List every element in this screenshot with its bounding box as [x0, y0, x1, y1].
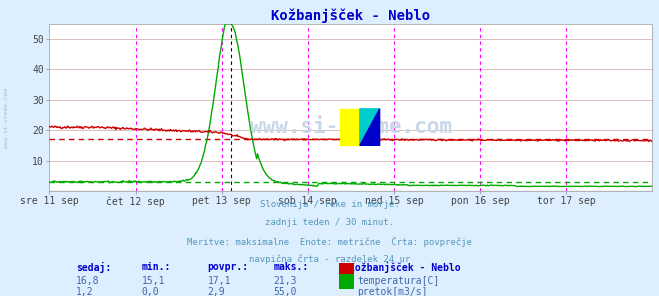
Polygon shape	[360, 109, 380, 145]
Title: Kožbanjšček - Neblo: Kožbanjšček - Neblo	[272, 8, 430, 22]
Bar	[340, 109, 360, 145]
Text: 1,2: 1,2	[76, 287, 94, 296]
Text: 21,3: 21,3	[273, 276, 297, 286]
Text: Meritve: maksimalne  Enote: metrične  Črta: povprečje: Meritve: maksimalne Enote: metrične Črta…	[187, 237, 472, 247]
Text: temperatura[C]: temperatura[C]	[357, 276, 440, 286]
Text: pretok[m3/s]: pretok[m3/s]	[357, 287, 428, 296]
Text: 55,0: 55,0	[273, 287, 297, 296]
Text: 2,9: 2,9	[208, 287, 225, 296]
Text: 16,8: 16,8	[76, 276, 100, 286]
Text: zadnji teden / 30 minut.: zadnji teden / 30 minut.	[265, 218, 394, 227]
Text: navpična črta - razdelek 24 ur: navpična črta - razdelek 24 ur	[249, 255, 410, 264]
Text: povpr.:: povpr.:	[208, 262, 248, 272]
Text: 17,1: 17,1	[208, 276, 231, 286]
Text: 15,1: 15,1	[142, 276, 165, 286]
Text: www.si-vreme.com: www.si-vreme.com	[250, 118, 452, 137]
Text: sedaj:: sedaj:	[76, 262, 111, 273]
Text: maks.:: maks.:	[273, 262, 308, 272]
Polygon shape	[360, 109, 380, 145]
Text: www.si-vreme.com: www.si-vreme.com	[4, 89, 9, 148]
Text: Slovenija / reke in morje.: Slovenija / reke in morje.	[260, 200, 399, 209]
Text: Kožbanjšček - Neblo: Kožbanjšček - Neblo	[349, 262, 461, 273]
Text: min.:: min.:	[142, 262, 171, 272]
Text: 0,0: 0,0	[142, 287, 159, 296]
